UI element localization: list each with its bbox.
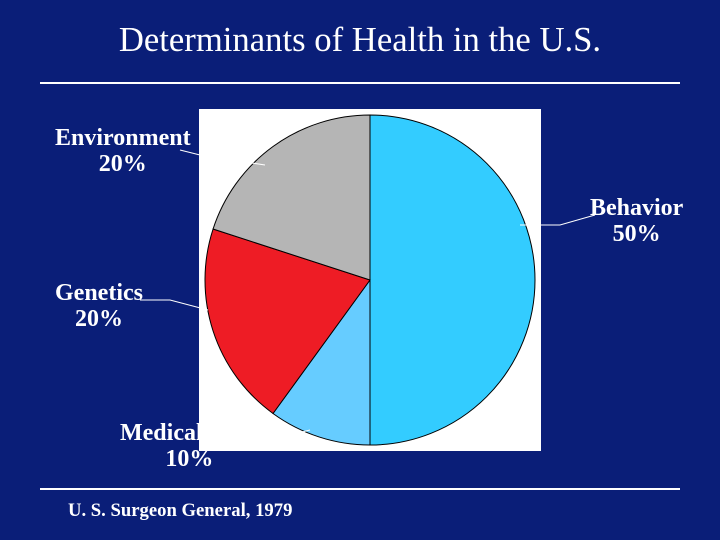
bottom-rule <box>40 488 680 490</box>
slide: Determinants of Health in the U.S. Envir… <box>0 0 720 540</box>
source-citation: U. S. Surgeon General, 1979 <box>68 500 292 522</box>
slide-title: Determinants of Health in the U.S. <box>119 21 601 59</box>
label-environment: Environment 20% <box>55 125 191 178</box>
label-medical-care-name: Medical Care <box>120 420 259 446</box>
label-medical-care-pct: 10% <box>165 446 213 472</box>
label-environment-pct: 20% <box>99 151 147 177</box>
label-medical-care: Medical Care 10% <box>120 420 259 473</box>
label-behavior: Behavior 50% <box>590 195 683 248</box>
label-genetics-name: Genetics <box>55 280 143 306</box>
title-bar: Determinants of Health in the U.S. <box>0 12 720 68</box>
label-behavior-name: Behavior <box>590 195 683 221</box>
label-genetics-pct: 20% <box>75 306 123 332</box>
top-rule <box>40 82 680 84</box>
label-environment-name: Environment <box>55 125 191 151</box>
pie-chart <box>195 105 545 455</box>
label-behavior-pct: 50% <box>613 221 661 247</box>
label-genetics: Genetics 20% <box>55 280 143 333</box>
